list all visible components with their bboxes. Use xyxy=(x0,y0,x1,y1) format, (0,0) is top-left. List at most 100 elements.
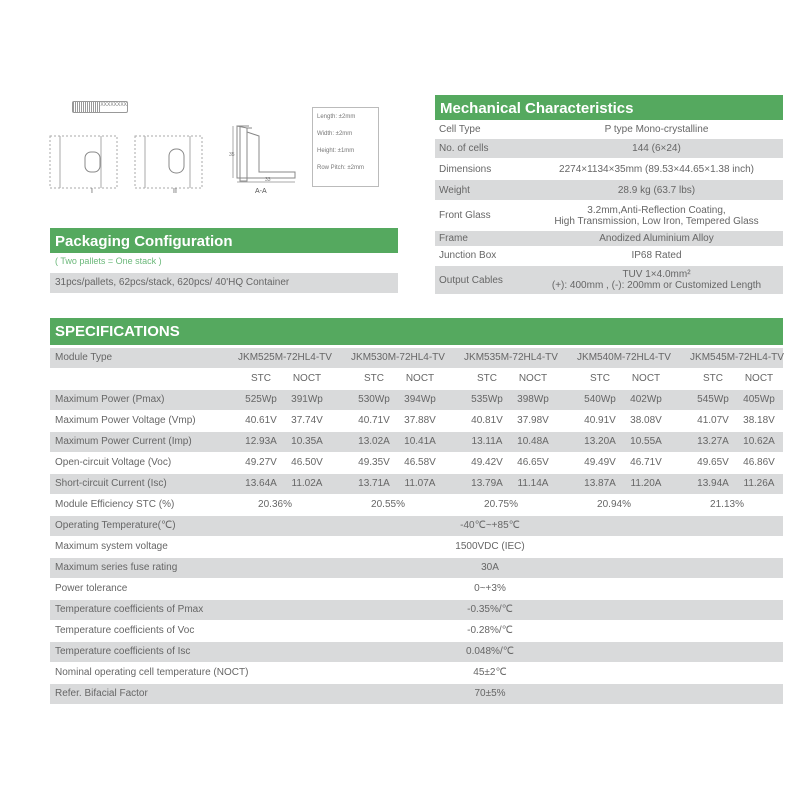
noct-value: 391Wp xyxy=(291,394,323,405)
spec-row: Short-circuit Current (Isc) 13.64A 11.02A 1… xyxy=(50,474,783,494)
spec-row: Maximum Power Voltage (Vmp) 40.61V 37.74V 4… xyxy=(50,411,783,431)
barcode-label: XXXXXXXX xyxy=(72,101,128,113)
tolerance-width: Width: ±2mm xyxy=(317,131,353,137)
efficiency-value: 20.55% xyxy=(371,499,405,510)
stc-header: STC xyxy=(703,373,723,384)
row-value: 144 (6×24) xyxy=(632,143,681,154)
row-value: 45±2℃ xyxy=(473,667,507,678)
row-label: Temperature coefficients of Isc xyxy=(55,646,191,657)
row-value: 2274×1134×35mm (89.53×44.65×1.38 inch) xyxy=(559,163,754,175)
view-label-2: II xyxy=(173,188,177,195)
noct-value: 46.58V xyxy=(404,457,436,468)
noct-value: 11.26A xyxy=(743,478,775,489)
stc-value: 49.35V xyxy=(358,457,390,468)
noct-header: NOCT xyxy=(292,373,322,384)
row-value: IP68 Rated xyxy=(631,250,682,261)
stc-header: STC xyxy=(251,373,271,384)
stc-value: 49.27V xyxy=(245,457,277,468)
row-label: Open-circuit Voltage (Voc) xyxy=(55,457,172,468)
stc-value: 13.71A xyxy=(358,478,390,489)
efficiency-value: 20.94% xyxy=(597,499,631,510)
spec-row: Temperature coefficients of Pmax -0.35%/℃ xyxy=(50,600,783,620)
noct-value: 10.48A xyxy=(517,436,549,447)
mech-row-frame: Frame Anodized Aluminium Alloy xyxy=(435,231,783,246)
noct-header: NOCT xyxy=(631,373,661,384)
noct-value: 402Wp xyxy=(630,394,662,405)
noct-value: 38.08V xyxy=(630,415,662,426)
row-value: -0.28%/℃ xyxy=(467,625,513,636)
stc-value: 49.65V xyxy=(697,457,729,468)
stc-value: 12.93A xyxy=(245,436,277,447)
row-value: 0.048%/℃ xyxy=(466,646,514,657)
row-label: Frame xyxy=(439,233,468,244)
row-value: 0~+3% xyxy=(474,583,506,594)
model-name: JKM530M-72HL4-TV xyxy=(351,352,445,363)
mechanical-title: Mechanical Characteristics xyxy=(435,95,783,120)
frame-section-drawings-icon xyxy=(49,126,252,189)
stc-value: 40.61V xyxy=(245,415,277,426)
stc-value: 13.87A xyxy=(584,478,616,489)
spec-row: Power tolerance 0~+3% xyxy=(50,579,783,599)
row-label: Power tolerance xyxy=(55,583,128,594)
row-value-line1: 3.2mm,Anti-Reflection Coating, xyxy=(587,204,726,216)
row-label: Maximum Power Current (Imp) xyxy=(55,436,192,447)
noct-value: 398Wp xyxy=(517,394,549,405)
packaging-subtitle: ( Two pallets = One stack ) xyxy=(55,256,162,266)
noct-value: 46.71V xyxy=(630,457,662,468)
tolerance-height: Height: ±1mm xyxy=(317,148,355,154)
stc-value: 40.81V xyxy=(471,415,503,426)
row-label: Nominal operating cell temperature (NOCT… xyxy=(55,667,249,678)
row-label: Maximum Power Voltage (Vmp) xyxy=(55,415,196,426)
row-label: Output Cables xyxy=(439,274,503,286)
spec-row: Maximum system voltage 1500VDC (IEC) xyxy=(50,537,783,557)
spec-row: Open-circuit Voltage (Voc) 49.27V 46.50V 49… xyxy=(50,453,783,473)
noct-header: NOCT xyxy=(405,373,435,384)
row-value: P type Mono-crystalline xyxy=(604,123,709,135)
mech-row-cells: No. of cells 144 (6×24) xyxy=(435,139,783,158)
row-label: Temperature coefficients of Pmax xyxy=(55,604,204,615)
stc-value: 13.27A xyxy=(697,436,729,447)
row-value: 1500VDC (IEC) xyxy=(455,541,525,552)
row-label: Refer. Bifacial Factor xyxy=(55,688,148,699)
spec-row: Temperature coefficients of Voc -0.28%/℃ xyxy=(50,621,783,641)
model-name: JKM525M-72HL4-TV xyxy=(238,352,332,363)
mech-row-output-cables: Output Cables TUV 1×4.0mm² (+): 400mm , (-… xyxy=(435,266,783,294)
stc-value: 13.94A xyxy=(697,478,729,489)
noct-value: 405Wp xyxy=(743,394,775,405)
stc-value: 13.64A xyxy=(245,478,277,489)
row-value-line1: TUV 1×4.0mm² xyxy=(622,269,691,280)
noct-value: 38.18V xyxy=(743,415,775,426)
tolerance-box: Length: ±2mm Width: ±2mm Height: ±1mm Ro… xyxy=(312,107,379,187)
spec-row: Refer. Bifacial Factor 70±5% xyxy=(50,684,783,704)
row-value: 3.2mm,Anti-Reflection Coating, High Trans… xyxy=(530,205,783,227)
noct-value: 37.88V xyxy=(404,415,436,426)
noct-header: NOCT xyxy=(518,373,548,384)
row-label: Module Efficiency STC (%) xyxy=(55,499,175,510)
mech-row-front-glass: Front Glass 3.2mm,Anti-Reflection Coating… xyxy=(435,201,783,230)
noct-value: 10.55A xyxy=(630,436,662,447)
mech-row-cell-type: Cell Type P type Mono-crystalline xyxy=(435,120,783,138)
stc-value: 13.11A xyxy=(471,436,503,447)
stc-value: 540Wp xyxy=(584,394,616,405)
noct-value: 394Wp xyxy=(404,394,436,405)
spec-row: Maximum Power (Pmax) 525Wp 391Wp 530Wp 394Wp… xyxy=(50,390,783,410)
dim-width: 33 xyxy=(265,177,271,183)
view-label-section: A-A xyxy=(255,188,267,195)
row-label: Junction Box xyxy=(439,250,497,261)
row-label: Maximum Power (Pmax) xyxy=(55,394,165,405)
spec-row-efficiency: Module Efficiency STC (%) 20.36% 20.55% 20.… xyxy=(50,495,783,515)
efficiency-value: 20.75% xyxy=(484,499,518,510)
stc-value: 530Wp xyxy=(358,394,390,405)
stc-value: 13.20A xyxy=(584,436,616,447)
row-value-line2: (+): 400mm , (-): 200mm or Customized Le… xyxy=(551,280,762,291)
specifications-title: SPECIFICATIONS xyxy=(50,318,783,345)
noct-value: 10.35A xyxy=(291,436,323,447)
spec-row: Temperature coefficients of Isc 0.048%/℃ xyxy=(50,642,783,662)
row-label: Front Glass xyxy=(439,210,491,221)
noct-value: 46.65V xyxy=(517,457,549,468)
row-value: Anodized Aluminium Alloy xyxy=(599,233,714,244)
noct-value: 11.07A xyxy=(404,478,436,489)
stc-value: 49.49V xyxy=(584,457,616,468)
stc-header: STC xyxy=(590,373,610,384)
